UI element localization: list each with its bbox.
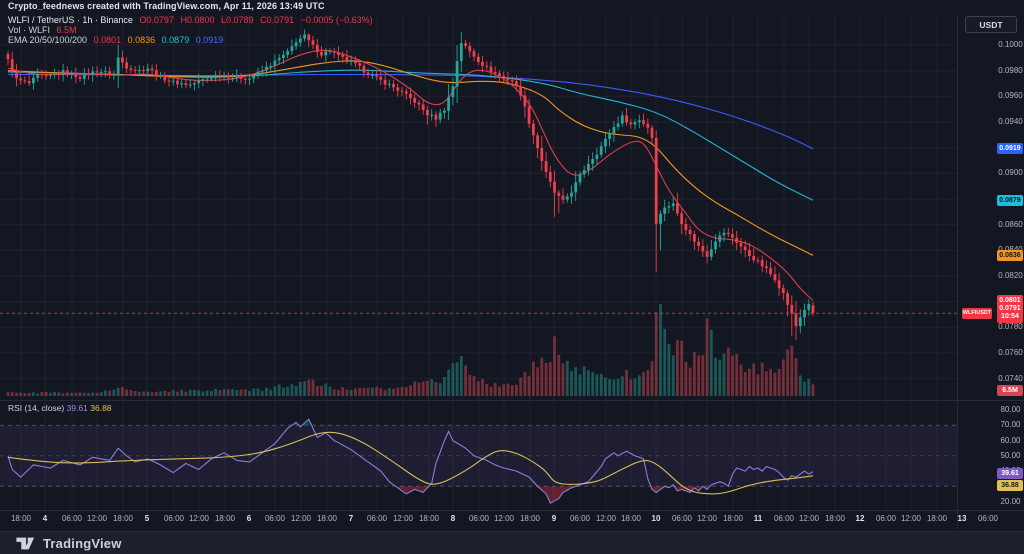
rsi-value: 39.61: [66, 403, 88, 413]
rsi-tick: 50.00: [1000, 450, 1021, 460]
ema100-value: 0.0879: [161, 35, 190, 45]
price-tick: 0.0960: [998, 91, 1023, 101]
ohlc-low: L0.0789: [221, 15, 254, 25]
ohlc-close: C0.0791: [260, 15, 295, 25]
price-tick: 0.0860: [998, 219, 1023, 229]
rsi-ma-value: 36.88: [90, 403, 112, 413]
time-tick: 06:00: [569, 514, 591, 523]
price-axis-unit-button[interactable]: USDT: [965, 16, 1017, 33]
ema20-value: 0.0801: [93, 35, 122, 45]
time-tick: 12:00: [188, 514, 210, 523]
axis-chip-ema100: 0.0879: [997, 194, 1023, 206]
rsi-tick: 20.00: [1000, 496, 1021, 506]
time-tick: 12:00: [493, 514, 515, 523]
time-tick: 9: [551, 514, 557, 523]
time-tick: 18:00: [722, 514, 744, 523]
price-tick: 0.0840: [997, 245, 1024, 254]
rsi-tick: 80.00: [1000, 405, 1021, 415]
time-tick: 13: [957, 514, 967, 523]
symbol-title[interactable]: WLFI / TetherUS · 1h · Binance: [8, 15, 133, 25]
time-tick: 06:00: [366, 514, 388, 523]
time-tick: 12: [855, 514, 865, 523]
last-price-value: 0.0791: [999, 305, 1021, 313]
pane-divider[interactable]: [0, 400, 1024, 401]
bar-countdown: 10:54: [1001, 313, 1019, 321]
price-tick: 0.0780: [998, 322, 1023, 332]
time-tick: 18:00: [112, 514, 134, 523]
price-tick: 0.0820: [998, 270, 1023, 280]
ema200-value: 0.0919: [195, 35, 224, 45]
time-tick: 5: [144, 514, 150, 523]
last-price-chip: 0.0791 10:54: [997, 303, 1023, 324]
time-axis-divider: [0, 510, 1024, 511]
tradingview-wordmark[interactable]: TradingView: [43, 535, 122, 551]
axis-chip-ema20: 0.0801: [997, 294, 1023, 306]
rsi-legend: RSI (14, close) 39.61 36.88: [8, 403, 112, 413]
price-tick: 0.0740: [998, 373, 1023, 383]
price-tick: 0.0980: [998, 65, 1023, 75]
time-tick: 12:00: [900, 514, 922, 523]
time-tick: 4: [42, 514, 48, 523]
time-tick: 12:00: [86, 514, 108, 523]
time-tick: 6: [246, 514, 252, 523]
price-tick: 0.0940: [998, 116, 1023, 126]
axis-chip-ema50: 0.0836: [997, 249, 1023, 261]
ema50-value: 0.0836: [127, 35, 156, 45]
time-tick: 06:00: [671, 514, 693, 523]
price-axis-divider: [957, 14, 958, 530]
time-tick: 12:00: [798, 514, 820, 523]
time-tick: 18:00: [10, 514, 32, 523]
bottom-toolbar: TradingView: [0, 531, 1024, 554]
time-tick: 06:00: [264, 514, 286, 523]
time-tick: 11: [753, 514, 763, 523]
ema-indicator-label[interactable]: EMA 20/50/100/200: [8, 35, 88, 45]
time-tick: 06:00: [468, 514, 490, 523]
time-tick: 06:00: [163, 514, 185, 523]
time-tick: 12:00: [696, 514, 718, 523]
rsi-tick: 60.00: [1000, 435, 1021, 445]
symbol-price-tag: WLFIUSDT: [962, 307, 992, 319]
ohlc-high: H0.0800: [180, 15, 215, 25]
volume-indicator-label[interactable]: Vol · WLFI: [8, 25, 51, 35]
ohlc-change: −0.0005 (−0.63%): [300, 15, 373, 25]
rsi-chip-0: 39.61: [997, 468, 1023, 479]
time-tick: 7: [348, 514, 354, 523]
time-tick: 18:00: [519, 514, 541, 523]
time-tick: 18:00: [214, 514, 236, 523]
tradingview-logo[interactable]: [14, 536, 36, 551]
volume-value: 6.5M: [56, 25, 77, 35]
time-tick: 10: [651, 514, 661, 523]
rsi-indicator-label[interactable]: RSI (14, close): [8, 403, 65, 413]
time-tick: 18:00: [418, 514, 440, 523]
axis-chip-volume: 6.5M: [997, 384, 1023, 396]
time-tick: 06:00: [875, 514, 897, 523]
time-tick: 06:00: [61, 514, 83, 523]
rsi-tick: 70.00: [1000, 420, 1021, 430]
time-tick: 12:00: [290, 514, 312, 523]
time-tick: 06:00: [977, 514, 999, 523]
time-tick: 8: [450, 514, 456, 523]
rsi-chip-1: 36.88: [997, 479, 1023, 491]
time-tick: 12:00: [595, 514, 617, 523]
price-tick: 0.1000: [998, 40, 1023, 49]
time-tick: 18:00: [620, 514, 642, 523]
price-tick: 0.0760: [998, 347, 1023, 357]
axis-chip-ema200: 0.0919: [997, 143, 1023, 155]
ohlc-open: O0.0797: [139, 15, 174, 25]
watermark-note: Crypto_feednews created with TradingView…: [8, 1, 325, 11]
time-tick: 06:00: [773, 514, 795, 523]
main-legend: WLFI / TetherUS · 1h · Binance O0.0797 H…: [8, 15, 377, 45]
price-tick: 0.0900: [998, 168, 1023, 178]
time-tick: 12:00: [392, 514, 414, 523]
time-tick: 18:00: [316, 514, 338, 523]
time-tick: 18:00: [824, 514, 846, 523]
time-tick: 18:00: [926, 514, 948, 523]
